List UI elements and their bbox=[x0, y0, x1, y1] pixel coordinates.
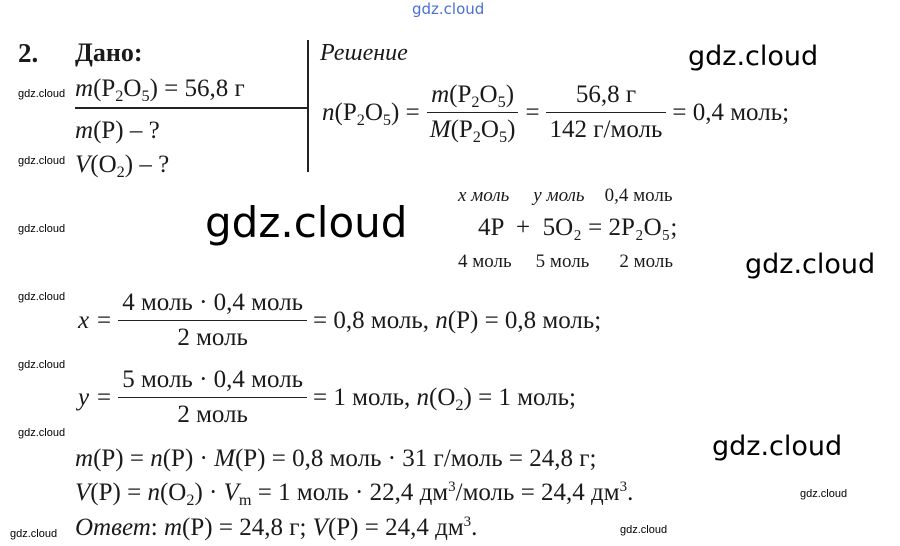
watermark-big: gdz.cloud bbox=[205, 198, 408, 247]
find-mass-p: m(P) – ? bbox=[75, 117, 160, 144]
given-mass-p2o5: m(P2O5) = 56,8 г bbox=[75, 75, 245, 105]
problem-number: 2. bbox=[18, 38, 39, 68]
fraction-values: 56,8 г 142 г/моль bbox=[545, 80, 667, 145]
watermark-small: gdz.cloud bbox=[18, 155, 66, 167]
reaction-top-labels: x моль y моль 0,4 моль bbox=[458, 185, 673, 206]
molar-amount-equation: n(P2O5) = m(P2O5) M(P2O5) = 56,8 г 142 г/м… bbox=[322, 80, 790, 146]
volume-calculation: V(P) = n(O2) · Vm = 1 моль · 22,4 дм3/мо… bbox=[75, 479, 634, 509]
given-value: 56,8 г bbox=[184, 75, 245, 102]
watermark-small: gdz.cloud bbox=[800, 488, 848, 500]
molar-result: = 0,4 моль; bbox=[672, 98, 790, 126]
solution-title: Решение bbox=[320, 40, 408, 66]
vertical-divider bbox=[307, 40, 309, 172]
mass-calculation: m(P) = n(P) · M(P) = 0,8 моль · 31 г/мол… bbox=[75, 445, 597, 472]
calc-y: y = 5 моль · 0,4 моль 2 моль = 1 моль, n(… bbox=[78, 365, 577, 430]
watermark-small: gdz.cloud bbox=[620, 524, 668, 536]
watermark-small: gdz.cloud bbox=[18, 359, 66, 371]
watermark-big: gdz.cloud bbox=[712, 431, 843, 462]
watermark-big: gdz.cloud bbox=[745, 249, 876, 280]
watermark-small: gdz.cloud bbox=[18, 291, 66, 303]
fraction-y: 5 моль · 0,4 моль 2 моль bbox=[118, 365, 308, 430]
watermark-small: gdz.cloud bbox=[18, 427, 66, 439]
watermark-top: gdz.cloud bbox=[412, 0, 485, 18]
unknown: ? bbox=[148, 117, 160, 144]
given-divider bbox=[75, 107, 307, 109]
calc-x: x = 4 моль · 0,4 моль 2 моль = 0,8 моль, … bbox=[78, 288, 602, 353]
fraction-formula: m(P2O5) M(P2O5) bbox=[426, 80, 520, 145]
find-volume-o2: V(O2) – ? bbox=[75, 151, 170, 181]
reaction-equation: 4P + 5O₂ = 2P₂O₅; bbox=[478, 214, 678, 241]
answer: Ответ: m(P) = 24,8 г; V(P) = 24,4 дм3. bbox=[75, 514, 478, 541]
watermark-big: gdz.cloud bbox=[688, 41, 819, 72]
watermark-small: gdz.cloud bbox=[10, 528, 58, 540]
reaction-bottom-labels: 4 моль 5 моль 2 моль bbox=[458, 251, 674, 272]
watermark-small: gdz.cloud bbox=[18, 88, 66, 100]
fraction-x: 4 моль · 0,4 моль 2 моль bbox=[118, 288, 308, 353]
watermark-small: gdz.cloud bbox=[18, 223, 66, 235]
given-title: Дано: bbox=[75, 38, 143, 67]
unknown: ? bbox=[158, 151, 170, 178]
